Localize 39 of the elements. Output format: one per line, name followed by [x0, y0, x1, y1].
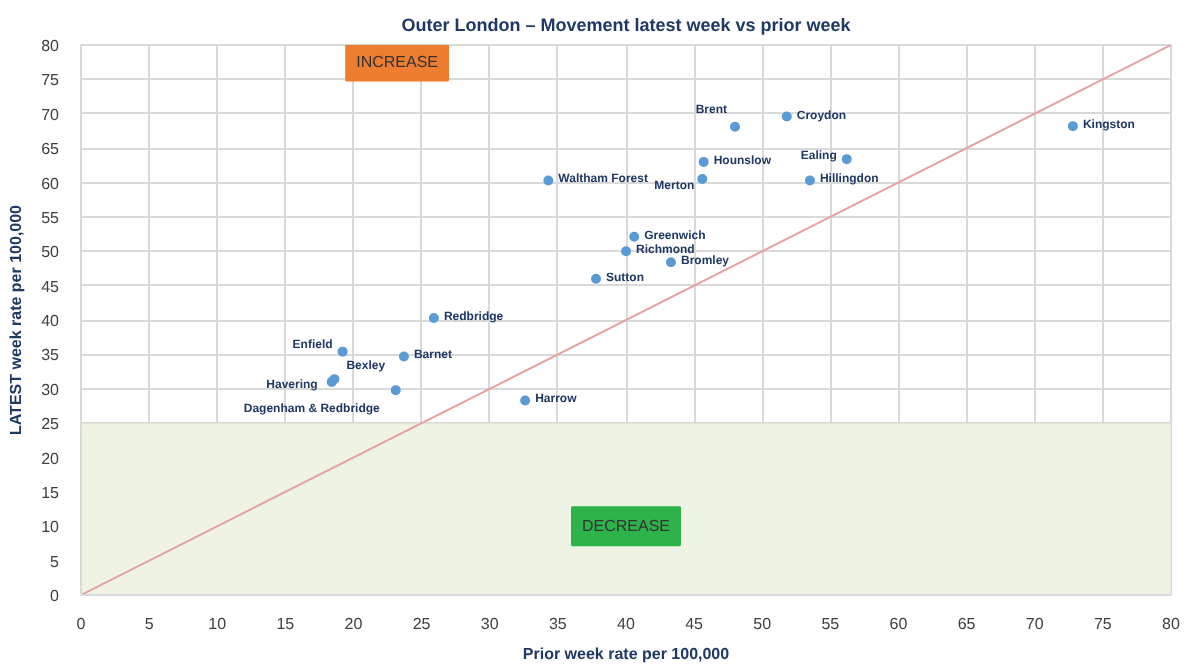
y-axis-title: LATEST week rate per 100,000	[7, 203, 26, 436]
y-tick-label: 75	[41, 71, 61, 90]
x-tick-label: 60	[889, 615, 909, 633]
x-tick-label: 30	[480, 615, 500, 633]
y-tick-label: 50	[41, 243, 61, 262]
y-tick-label: 70	[41, 105, 61, 124]
x-tick-label: 10	[208, 615, 228, 633]
y-tick-label: 80	[41, 37, 61, 55]
y-tick-label: 30	[41, 380, 61, 399]
x-tick-label: 80	[1162, 615, 1181, 633]
y-tick-label: 40	[41, 312, 61, 330]
x-tick-label: 35	[548, 615, 568, 633]
chart-title: Outer London – Movement latest week vs prior week	[401, 15, 853, 35]
x-tick-label: 25	[412, 615, 432, 633]
x-tick-label: 40	[617, 615, 636, 633]
y-tick-label: 15	[41, 483, 61, 502]
x-tick-label: 70	[1025, 615, 1045, 633]
x-axis-title: Prior week rate per 100,000	[522, 645, 731, 663]
band-label: DECREASE	[581, 517, 671, 536]
y-tick-label: 20	[41, 449, 61, 468]
annotation: INCREASE	[356, 52, 439, 71]
x-tick-label: 0	[76, 615, 87, 633]
x-tick-label: 15	[276, 615, 296, 633]
y-tick-label: 60	[41, 174, 61, 193]
y-tick-label: 5	[50, 552, 61, 571]
y-tick-label: 10	[41, 518, 61, 537]
x-tick-label: 45	[685, 615, 705, 633]
x-tick-label: 5	[144, 615, 155, 633]
y-tick-label: 55	[41, 208, 61, 227]
y-tick-label: 0	[50, 587, 61, 605]
y-tick-label: 25	[41, 415, 61, 434]
x-tick-label: 65	[957, 615, 977, 633]
x-tick-label: 20	[344, 615, 364, 633]
x-tick-label: 50	[753, 615, 773, 633]
y-tick-label: 45	[41, 277, 61, 296]
x-tick-label: 75	[1093, 615, 1113, 633]
y-tick-label: 65	[41, 140, 61, 159]
y-tick-label: 35	[41, 346, 61, 365]
x-tick-label: 55	[821, 615, 841, 633]
